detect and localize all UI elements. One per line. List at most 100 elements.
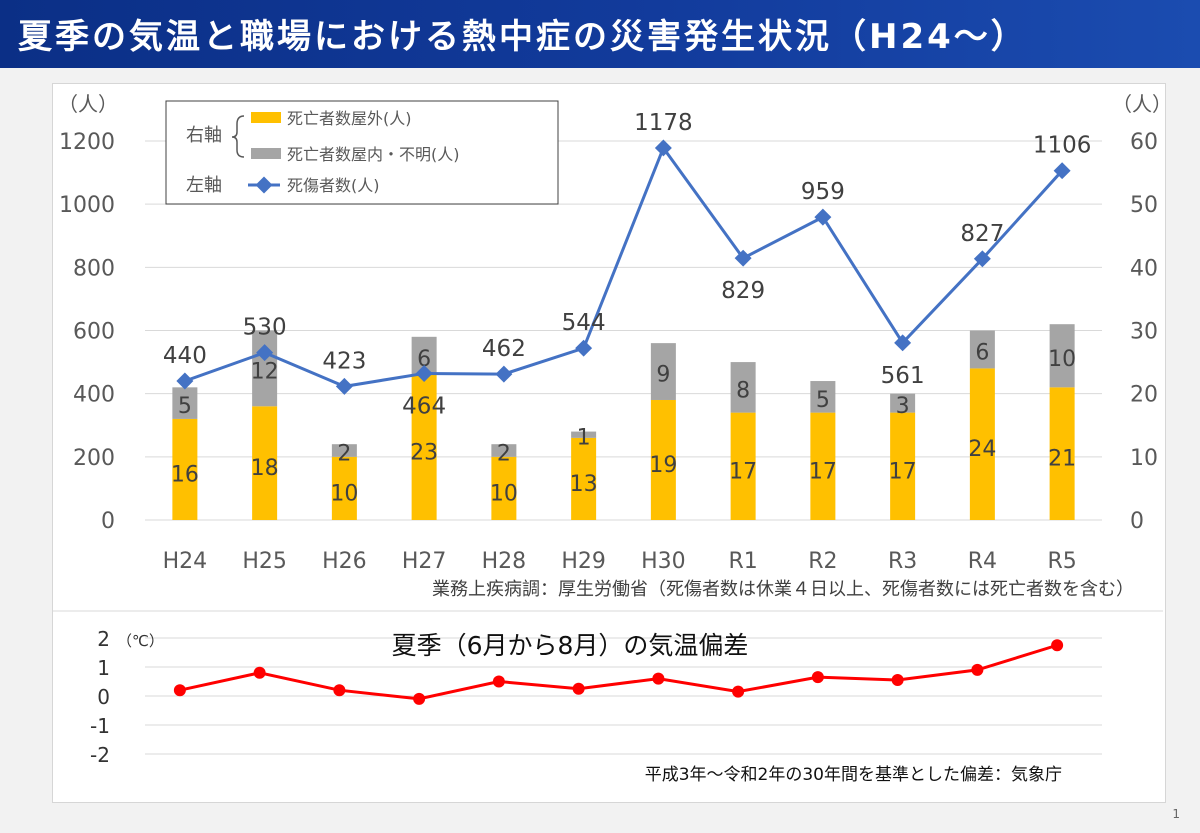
bar-indoor-deaths	[252, 330, 278, 407]
bar-outdoor-data-label: 21	[1048, 447, 1076, 472]
bar-indoor-data-label: 3	[896, 394, 910, 419]
bar-outdoor-deaths	[730, 412, 756, 520]
casualties-data-label: 464	[402, 393, 446, 419]
casualties-point	[814, 208, 832, 226]
temp-axis-tick-label: -2	[90, 743, 110, 767]
bar-outdoor-deaths	[650, 399, 676, 520]
bar-outdoor-data-label: 19	[649, 453, 677, 478]
temp-axis-tick-label: 2	[97, 627, 110, 651]
right-axis-tick-label: 50	[1130, 193, 1158, 218]
page-title: 夏季の気温と職場における熱中症の災害発生状況（H24～）	[18, 17, 1028, 57]
bar-indoor-deaths	[650, 343, 676, 400]
left-axis-tick-label: 600	[73, 320, 115, 345]
bar-outdoor-data-label: 10	[490, 481, 518, 506]
casualties-data-label: 440	[163, 343, 207, 369]
bar-indoor-deaths	[571, 431, 597, 438]
left-axis-tick-label: 800	[73, 256, 115, 281]
bar-outdoor-data-label: 18	[251, 456, 279, 481]
x-axis-category-label: H29	[561, 549, 606, 574]
x-axis-category-label: R4	[968, 549, 997, 574]
bar-indoor-deaths	[969, 330, 995, 369]
left-axis-tick-label: 1200	[59, 130, 115, 155]
casualties-data-label: 959	[801, 179, 845, 205]
legend-right-axis-label: 右軸	[186, 125, 222, 146]
left-axis-tick-label: 1000	[59, 193, 115, 218]
temp-anomaly-point	[811, 671, 824, 684]
bar-indoor-data-label: 6	[975, 340, 989, 365]
casualties-point	[734, 249, 752, 267]
bar-indoor-deaths	[172, 387, 198, 419]
bar-outdoor-deaths	[411, 374, 437, 520]
title-banner: 夏季の気温と職場における熱中症の災害発生状況（H24～）	[0, 0, 1200, 68]
temp-anomaly-point	[971, 663, 984, 676]
bar-outdoor-data-label: 17	[809, 459, 837, 484]
casualties-line	[184, 144, 1064, 388]
right-axis-unit-label: （人）	[1112, 92, 1172, 116]
bar-outdoor-deaths	[1049, 387, 1075, 520]
temp-axis-tick-label: 1	[97, 656, 110, 680]
legend-label-outdoor: 死亡者数屋外(人)	[287, 109, 412, 128]
temp-axis-tick-label: -1	[90, 714, 110, 738]
bar-outdoor-deaths	[969, 368, 995, 520]
bar-indoor-data-label: 6	[417, 347, 431, 372]
bar-outdoor-data-label: 17	[889, 459, 917, 484]
temp-unit-label: （℃）	[117, 632, 164, 650]
bar-indoor-deaths	[890, 393, 916, 413]
bar-outdoor-data-label: 16	[171, 462, 199, 487]
x-axis-category-label: R3	[888, 549, 917, 574]
temp-anomaly-point	[652, 672, 665, 685]
casualties-data-label: 423	[322, 348, 366, 374]
bar-indoor-data-label: 9	[656, 363, 670, 388]
bar-outdoor-deaths	[890, 412, 916, 520]
right-axis-tick-label: 0	[1130, 509, 1144, 534]
casualties-point	[335, 377, 353, 395]
right-axis-tick-label: 10	[1130, 446, 1158, 471]
left-axis-unit-label: （人）	[58, 92, 118, 116]
x-axis-category-label: R1	[728, 549, 757, 574]
bar-outdoor-data-label: 10	[330, 481, 358, 506]
casualties-data-label: 829	[721, 278, 765, 304]
temp-anomaly-line	[179, 643, 1058, 701]
temp-anomaly-point	[1051, 639, 1064, 652]
bar-outdoor-data-label: 23	[410, 440, 438, 465]
casualties-point	[575, 339, 593, 357]
legend-label-casualties: 死傷者数(人)	[287, 176, 380, 195]
bar-indoor-deaths	[730, 362, 756, 413]
bar-outdoor-deaths	[252, 406, 278, 520]
bar-indoor-data-label: 5	[816, 388, 830, 413]
bar-indoor-data-label: 2	[337, 442, 351, 467]
casualties-point	[894, 334, 912, 352]
temp-anomaly-point	[253, 666, 266, 679]
left-axis-tick-label: 0	[101, 509, 115, 534]
bar-indoor-data-label: 1	[577, 426, 591, 451]
bar-indoor-deaths	[331, 444, 357, 457]
casualties-point	[495, 365, 513, 383]
bar-outdoor-deaths	[571, 437, 597, 520]
casualties-data-label: 544	[562, 310, 606, 336]
x-axis-category-label: H28	[482, 549, 527, 574]
temp-chart-title: 夏季（6月から8月）の気温偏差	[392, 631, 749, 660]
temp-axis-tick-label: 0	[97, 685, 110, 709]
right-axis-tick-label: 20	[1130, 383, 1158, 408]
bar-indoor-data-label: 12	[251, 359, 279, 384]
bar-outdoor-data-label: 24	[968, 437, 996, 462]
left-axis-tick-label: 400	[73, 383, 115, 408]
casualties-data-label: 827	[960, 221, 1004, 247]
bar-indoor-data-label: 5	[178, 394, 192, 419]
temp-anomaly-point	[732, 685, 745, 698]
legend-left-axis-label: 左軸	[186, 175, 222, 196]
bar-indoor-data-label: 8	[736, 378, 750, 403]
temp-anomaly-point	[413, 692, 426, 705]
legend-swatch-marker	[255, 176, 273, 194]
casualties-data-label: 1106	[1033, 133, 1092, 159]
bar-outdoor-deaths	[172, 418, 198, 520]
temp-anomaly-point	[572, 682, 585, 695]
casualties-data-label: 1178	[634, 110, 693, 136]
temp-anomaly-point	[891, 674, 904, 687]
bar-outdoor-deaths	[331, 456, 357, 520]
legend-swatch-outdoor	[251, 112, 281, 123]
casualties-data-label: 462	[482, 336, 526, 362]
legend-brace	[231, 115, 245, 158]
bar-indoor-data-label: 10	[1048, 347, 1076, 372]
